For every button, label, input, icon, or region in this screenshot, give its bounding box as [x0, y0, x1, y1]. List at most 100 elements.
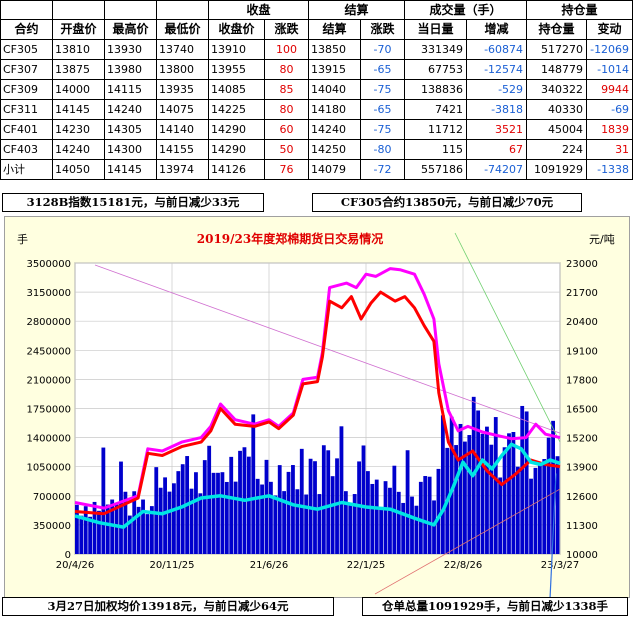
- volume-bar: [423, 476, 428, 554]
- volume-bar: [533, 467, 538, 554]
- cell-close-chg: 76: [263, 159, 310, 180]
- volume-bar: [172, 483, 176, 554]
- col-low: 最低价: [156, 19, 209, 40]
- table-row: CF307 13875 13980 13800 13955 80 13915 -65 67753…: [0, 59, 634, 80]
- volume-bar: [119, 461, 123, 554]
- volume-bar: [233, 481, 238, 554]
- cell-settle: 13915: [308, 59, 362, 80]
- volume-bar: [449, 416, 454, 554]
- cell-low: 13974: [156, 159, 209, 180]
- index-note: 3128B指数15181元，与前日减少33元: [2, 193, 264, 212]
- volume-bar: [92, 501, 97, 554]
- volume-bar: [339, 426, 344, 554]
- cell-oi: 224: [526, 139, 588, 160]
- cell-low: 13935: [156, 79, 209, 100]
- cell-settle-chg: -72: [360, 159, 406, 180]
- x-tick-label: 20/4/26: [56, 560, 95, 571]
- volume-bar: [264, 459, 269, 554]
- chart-title: 2019/23年度郑棉期货日交易情况: [197, 231, 383, 246]
- table-row: CF309 14000 14115 13935 14085 85 14040 -75 13883…: [0, 79, 634, 100]
- volume-price-chart: 0 350000 700000 1050000 1400000 1750000 210000…: [17, 231, 615, 600]
- cell-close: 14290: [208, 119, 265, 140]
- volume-bar: [286, 471, 291, 554]
- volume-bar: [454, 445, 458, 554]
- volume-bar: [132, 491, 137, 554]
- volume-bar: [458, 423, 463, 554]
- cell-oi: 1091929: [526, 159, 588, 180]
- cell-contract: 小计: [0, 159, 53, 180]
- volume-bar: [489, 444, 494, 554]
- y-right-tick-label: 21700: [566, 288, 598, 299]
- volume-bar: [480, 433, 485, 554]
- volume-bar: [255, 478, 260, 554]
- cell-open: 14000: [52, 79, 105, 100]
- volume-bar: [277, 465, 282, 554]
- y-left-axis-label: 手: [17, 232, 28, 246]
- cell-settle-chg: -70: [360, 39, 406, 60]
- volume-bar: [198, 493, 203, 554]
- cell-settle-chg: -75: [360, 79, 406, 100]
- volume-bar: [220, 472, 225, 554]
- cell-settle-chg: -65: [360, 99, 406, 120]
- volume-bar: [542, 459, 547, 554]
- volume-bar: [180, 464, 185, 554]
- cell-settle-chg: -80: [360, 139, 406, 160]
- cell-settle-chg: -75: [360, 119, 406, 140]
- volume-bar: [537, 464, 542, 554]
- table-row: CF311 14145 14240 14075 14225 80 14180 -65 7421-…: [0, 99, 634, 120]
- volume-bar: [207, 445, 212, 554]
- volume-bar: [485, 426, 489, 554]
- volume-bar: [321, 445, 326, 554]
- col-close: 收盘价: [208, 19, 265, 40]
- table-row: CF403 14240 14300 14155 14290 50 14250 -80 115 67…: [0, 139, 634, 160]
- volume-bar: [335, 458, 339, 554]
- cell-vol: 11712: [404, 119, 468, 140]
- volume-bar: [493, 417, 498, 554]
- volume-bar: [127, 515, 132, 554]
- col-settle-chg: 涨跌: [360, 19, 406, 40]
- volume-bar: [529, 478, 533, 554]
- cf305-note: CF305合约13850元，与前日减少70元: [312, 193, 582, 212]
- cell-oi-chg: -69: [586, 99, 634, 120]
- cell-high: 14305: [104, 119, 157, 140]
- cell-open: 14240: [52, 139, 105, 160]
- cell-settle: 14180: [308, 99, 362, 120]
- volume-bar: [396, 491, 401, 554]
- group-close: 收盘: [207, 0, 310, 20]
- warehouse-note: 仓单总量1091929手，与前日减少1338手: [362, 597, 628, 616]
- volume-bar: [330, 476, 335, 554]
- volume-bar: [317, 494, 322, 554]
- volume-bar: [515, 466, 520, 554]
- volume-bar: [79, 515, 84, 554]
- avg-price-note: 3月27日加权均价13918元，与前日减少64元: [2, 597, 334, 616]
- volume-bar: [379, 506, 384, 554]
- volume-bar: [101, 447, 106, 554]
- volume-bar: [388, 487, 392, 554]
- trend-line: [454, 232, 561, 443]
- y-right-tick-label: 19100: [566, 346, 598, 357]
- cell-settle: 14079: [308, 159, 362, 180]
- cell-oi-chg: 31: [586, 139, 634, 160]
- volume-bar: [520, 405, 525, 554]
- volume-bar: [202, 460, 207, 554]
- volume-bar: [141, 499, 145, 554]
- cell-high: 13930: [104, 39, 157, 60]
- y-left-tick-label: 2800000: [26, 317, 71, 328]
- volume-bar: [383, 481, 388, 554]
- series-line-price-red: [74, 290, 561, 516]
- cell-low: 14140: [156, 119, 209, 140]
- trend-line: [374, 488, 561, 595]
- col-high: 最高价: [104, 19, 157, 40]
- volume-bar: [216, 472, 220, 554]
- cell-oi: 45004: [526, 119, 588, 140]
- cell-high: 14145: [104, 159, 157, 180]
- table-row: 小计 14050 14145 13974 14126 76 14079 -72 557186 -7…: [0, 159, 634, 180]
- y-right-tick-label: 17800: [566, 375, 598, 386]
- cell-open: 14230: [52, 119, 105, 140]
- volume-bar: [238, 450, 242, 554]
- y-left-tick-label: 3150000: [26, 288, 71, 299]
- cell-close-chg: 100: [263, 39, 310, 60]
- volume-bar: [467, 435, 472, 554]
- volume-bar: [246, 456, 251, 554]
- y-right-tick-label: 16500: [566, 405, 598, 416]
